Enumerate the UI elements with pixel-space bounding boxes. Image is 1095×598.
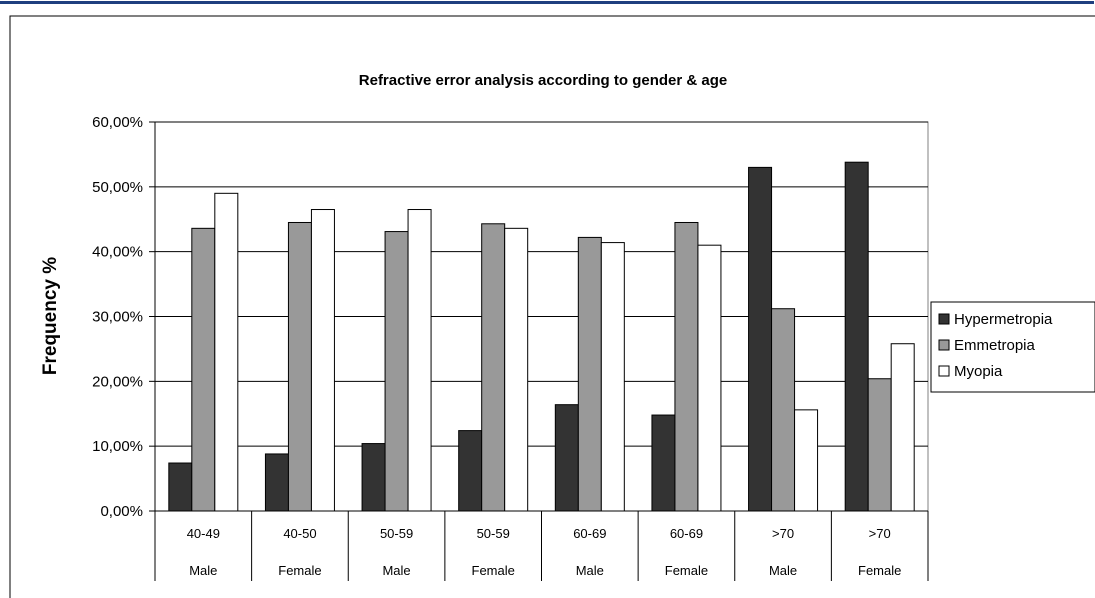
bar-hypermetropia [458,430,483,512]
x-tick-label-age: 40-50 [283,526,316,541]
legend: Hypermetropia Emmetropia Myopia [930,301,1095,393]
bar-myopia [600,242,625,512]
bar-hypermetropia [844,161,869,512]
bar-emmetropia [384,231,409,512]
bar-myopia [407,209,432,512]
bar-myopia [310,209,335,512]
bar-emmetropia [771,308,796,512]
axes: 0,00% 10,00% 20,00% 30,00% 40,00% 50,00% 60,00… [92,114,929,581]
x-tick-label-age: >70 [772,526,794,541]
legend-swatch-emmetropia [938,339,950,351]
bar-emmetropia [481,223,506,512]
bar-hypermetropia [554,404,579,512]
bar-emmetropia [674,221,699,512]
y-tick-label: 0,00% [100,503,143,520]
chart-area-border [9,15,1095,598]
bar-emmetropia [577,236,602,512]
x-tick-label-gender: Male [189,563,217,578]
y-tick-label: 20,00% [92,373,143,390]
chart-title: Refractive error analysis according to g… [359,72,727,89]
y-tick-label: 60,00% [92,114,143,131]
x-tick-label-age: 60-69 [670,526,703,541]
bars [168,161,915,512]
bar-myopia [504,227,529,512]
x-tick-label-gender: Male [576,563,604,578]
legend-label-emmetropia: Emmetropia [954,337,1036,354]
x-tick-label-age: 60-69 [573,526,606,541]
y-tick-label: 40,00% [92,244,143,261]
legend-swatch-myopia [938,365,950,377]
x-tick-label-age: >70 [869,526,891,541]
bar-hypermetropia [264,453,289,512]
y-tick-label: 30,00% [92,309,143,326]
y-tick-label: 10,00% [92,438,143,455]
bar-hypermetropia [748,166,773,512]
bar-emmetropia [287,221,312,512]
x-tick-label-gender: Male [382,563,410,578]
bar-myopia [890,343,915,512]
x-tick-label-gender: Female [278,563,321,578]
bar-myopia [214,192,239,512]
bar-myopia [697,244,722,512]
y-axis-label: Frequency % [40,257,61,375]
bar-hypermetropia [651,414,676,512]
x-tick-label-gender: Female [665,563,708,578]
bar-emmetropia [191,227,216,512]
legend-box [930,301,1095,393]
x-tick-label-gender: Male [769,563,797,578]
x-tick-label-gender: Female [472,563,515,578]
y-tick-label: 50,00% [92,179,143,196]
top-border [0,1,1094,4]
x-tick-label-age: 40-49 [187,526,220,541]
x-tick-label-age: 50-59 [380,526,413,541]
legend-label-myopia: Myopia [954,363,1003,380]
bar-myopia [794,409,819,512]
x-tick-label-age: 50-59 [477,526,510,541]
x-tick-label-gender: Female [858,563,901,578]
bar-hypermetropia [168,462,193,512]
bar-hypermetropia [361,443,386,512]
legend-label-hypermetropia: Hypermetropia [954,311,1053,328]
bar-emmetropia [867,378,892,512]
legend-swatch-hypermetropia [938,313,950,325]
